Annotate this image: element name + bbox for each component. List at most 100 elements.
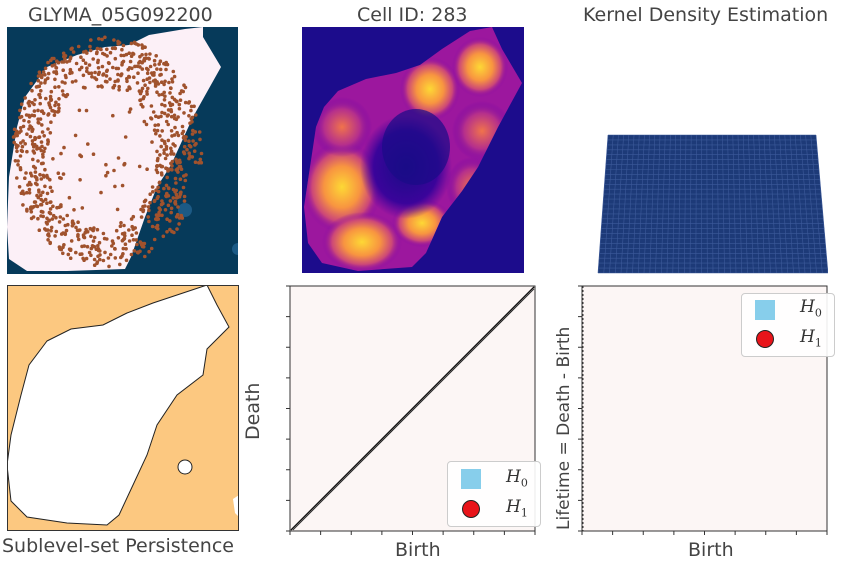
transcript-dot xyxy=(60,89,65,93)
transcript-dot xyxy=(91,239,96,243)
transcript-dot xyxy=(41,161,45,166)
mask-hole xyxy=(177,459,193,475)
transcript-dot xyxy=(140,244,145,249)
transcript-dot xyxy=(41,214,45,219)
transcript-dot xyxy=(46,127,50,131)
transcript-dot xyxy=(159,72,163,77)
transcript-dot xyxy=(39,193,43,197)
transcript-dot xyxy=(29,207,33,211)
transcript-dot xyxy=(148,192,152,196)
transcript-dot xyxy=(174,157,178,162)
transcript-dot xyxy=(145,167,149,171)
transcript-dot xyxy=(33,137,37,142)
transcript-dot xyxy=(39,89,43,93)
transcript-dot xyxy=(131,52,136,56)
transcript-dot xyxy=(74,225,78,230)
transcript-dot xyxy=(183,138,188,143)
transcript-dot xyxy=(111,65,115,70)
transcript-dot xyxy=(152,128,157,132)
transcript-dot xyxy=(89,246,94,251)
transcript-dot xyxy=(80,244,84,249)
transcript-dot xyxy=(158,67,163,72)
transcript-dot xyxy=(134,238,138,242)
transcript-dot xyxy=(163,79,167,84)
transcript-dot xyxy=(118,224,123,228)
transcript-dot xyxy=(18,166,23,170)
transcript-dot xyxy=(149,104,154,108)
transcript-dot xyxy=(21,203,25,207)
transcript-dot xyxy=(57,97,61,101)
transcript-dot xyxy=(68,55,73,60)
transcript-dot xyxy=(146,86,150,91)
transcript-dot xyxy=(113,184,117,189)
transcript-dot xyxy=(174,192,179,197)
transcript-dot xyxy=(45,216,49,221)
transcript-dot xyxy=(184,135,188,139)
transcript-dot xyxy=(36,78,41,83)
transcript-dot xyxy=(179,213,184,218)
transcript-dot xyxy=(122,161,127,166)
transcript-dot xyxy=(166,138,171,143)
transcript-dot xyxy=(47,219,51,223)
transcript-dot xyxy=(39,140,44,144)
transcript-dot xyxy=(96,244,100,248)
transcript-dot xyxy=(62,145,66,150)
transcript-dot xyxy=(43,167,47,172)
transcript-dot xyxy=(127,66,132,70)
transcript-dot xyxy=(132,75,136,79)
transcript-dot xyxy=(144,56,148,60)
transcript-dot xyxy=(29,81,33,86)
transcript-dot xyxy=(57,85,61,89)
transcript-dot xyxy=(148,52,152,56)
transcript-dot xyxy=(27,99,32,104)
legend-h1-swatch-2 xyxy=(756,330,774,348)
transcript-dot xyxy=(141,96,146,101)
transcript-dot xyxy=(129,41,134,46)
transcript-dot xyxy=(147,219,151,224)
transcript-dot xyxy=(71,221,76,226)
transcript-dot xyxy=(156,189,161,194)
transcript-dot xyxy=(157,180,162,185)
transcript-dot xyxy=(162,186,166,191)
transcript-dot xyxy=(76,228,81,233)
transcript-dot xyxy=(143,83,147,87)
transcript-dot xyxy=(59,176,63,181)
transcript-dot xyxy=(157,206,161,210)
lifetime-ticks xyxy=(578,285,828,535)
transcript-dot xyxy=(61,217,66,221)
transcript-dot xyxy=(100,37,104,42)
legend-h0-label: H0 xyxy=(506,467,528,490)
transcript-dot xyxy=(54,100,58,105)
transcript-dot xyxy=(151,190,155,194)
transcript-dot xyxy=(18,108,22,113)
transcript-dot xyxy=(113,256,118,260)
transcript-dot xyxy=(48,207,53,211)
transcript-dot xyxy=(83,61,88,65)
transcript-dot xyxy=(27,120,31,124)
transcript-dot xyxy=(33,166,38,170)
transcript-dot xyxy=(184,173,188,177)
transcript-dot xyxy=(33,98,37,102)
transcript-dot xyxy=(22,118,26,123)
transcript-dot xyxy=(163,208,168,212)
transcript-dot xyxy=(124,258,129,263)
transcript-dot xyxy=(54,215,58,220)
transcript-dot xyxy=(189,117,194,121)
transcript-dot xyxy=(144,66,149,71)
transcript-dot xyxy=(37,188,41,192)
transcript-dot xyxy=(160,129,164,133)
transcript-dot xyxy=(155,223,160,228)
transcript-dot xyxy=(166,108,171,112)
transcript-dot xyxy=(123,234,127,238)
transcript-dot xyxy=(156,185,160,190)
transcript-dot xyxy=(145,89,149,94)
transcript-dot xyxy=(164,147,169,151)
transcript-dot xyxy=(152,58,157,63)
transcript-dot xyxy=(84,108,89,113)
transcript-dot xyxy=(91,57,95,61)
transcript-dot xyxy=(141,209,145,214)
transcript-dot xyxy=(162,82,166,87)
transcript-dot xyxy=(72,208,76,212)
transcript-dot xyxy=(130,233,134,237)
transcript-dot xyxy=(173,189,177,194)
